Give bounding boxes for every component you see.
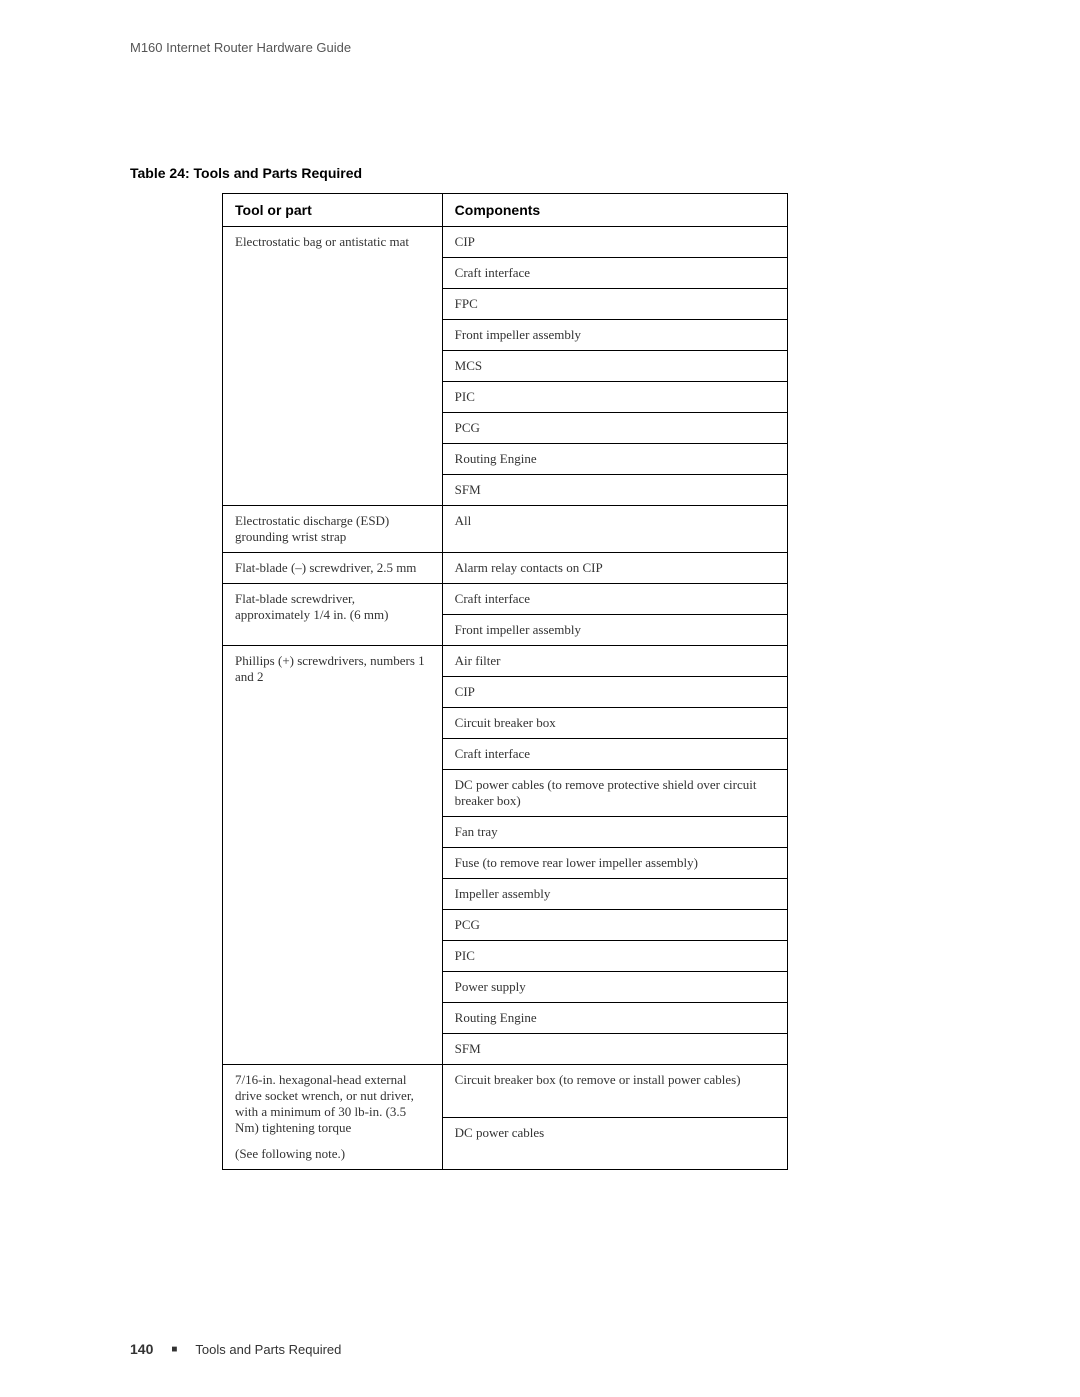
table-row: Phillips (+) screwdrivers, numbers 1 and… [223,646,788,677]
component-cell: Alarm relay contacts on CIP [442,553,787,584]
component-cell: All [442,506,787,553]
component-cell: PIC [442,941,787,972]
tool-note: (See following note.) [235,1136,430,1162]
component-cell: FPC [442,289,787,320]
tool-cell: 7/16-in. hexagonal-head external drive s… [223,1065,443,1170]
table-caption: Table 24: Tools and Parts Required [130,165,950,181]
component-cell: Circuit breaker box [442,708,787,739]
component-cell: PCG [442,910,787,941]
tool-cell: Electrostatic bag or antistatic mat [223,227,443,506]
component-cell: PIC [442,382,787,413]
table-row: 7/16-in. hexagonal-head external drive s… [223,1065,788,1118]
table-row: Electrostatic bag or antistatic mat CIP [223,227,788,258]
tool-text: 7/16-in. hexagonal-head external drive s… [235,1072,414,1135]
tool-cell: Phillips (+) screwdrivers, numbers 1 and… [223,646,443,1065]
component-cell: Fuse (to remove rear lower impeller asse… [442,848,787,879]
component-cell: DC power cables [442,1117,787,1170]
component-cell: Routing Engine [442,1003,787,1034]
footer-section: Tools and Parts Required [195,1342,341,1357]
page-footer: 140 ■ Tools and Parts Required [130,1341,341,1357]
component-cell: PCG [442,413,787,444]
table-wrapper: Tool or part Components Electrostatic ba… [222,193,950,1170]
component-cell: Fan tray [442,817,787,848]
table-row: Flat-blade screwdriver, approximately 1/… [223,584,788,615]
footer-square-icon: ■ [171,1344,177,1355]
component-cell: Air filter [442,646,787,677]
tool-cell: Flat-blade screwdriver, approximately 1/… [223,584,443,646]
component-cell: MCS [442,351,787,382]
page-header: M160 Internet Router Hardware Guide [130,40,950,55]
component-cell: Front impeller assembly [442,320,787,351]
tools-parts-table: Tool or part Components Electrostatic ba… [222,193,788,1170]
component-cell: CIP [442,677,787,708]
component-cell: Craft interface [442,739,787,770]
table-row: Electrostatic discharge (ESD) grounding … [223,506,788,553]
component-cell: Routing Engine [442,444,787,475]
component-cell: CIP [442,227,787,258]
component-cell: Front impeller assembly [442,615,787,646]
component-cell: Circuit breaker box (to remove or instal… [442,1065,787,1118]
component-cell: DC power cables (to remove protective sh… [442,770,787,817]
column-header-components: Components [442,194,787,227]
component-cell: Impeller assembly [442,879,787,910]
header-title: M160 Internet Router Hardware Guide [130,40,351,55]
component-cell: SFM [442,1034,787,1065]
tool-cell: Electrostatic discharge (ESD) grounding … [223,506,443,553]
component-cell: Power supply [442,972,787,1003]
component-cell: Craft interface [442,584,787,615]
table-row: Flat-blade (–) screwdriver, 2.5 mm Alarm… [223,553,788,584]
component-cell: SFM [442,475,787,506]
page-number: 140 [130,1341,153,1357]
tool-cell: Flat-blade (–) screwdriver, 2.5 mm [223,553,443,584]
column-header-tool: Tool or part [223,194,443,227]
component-cell: Craft interface [442,258,787,289]
